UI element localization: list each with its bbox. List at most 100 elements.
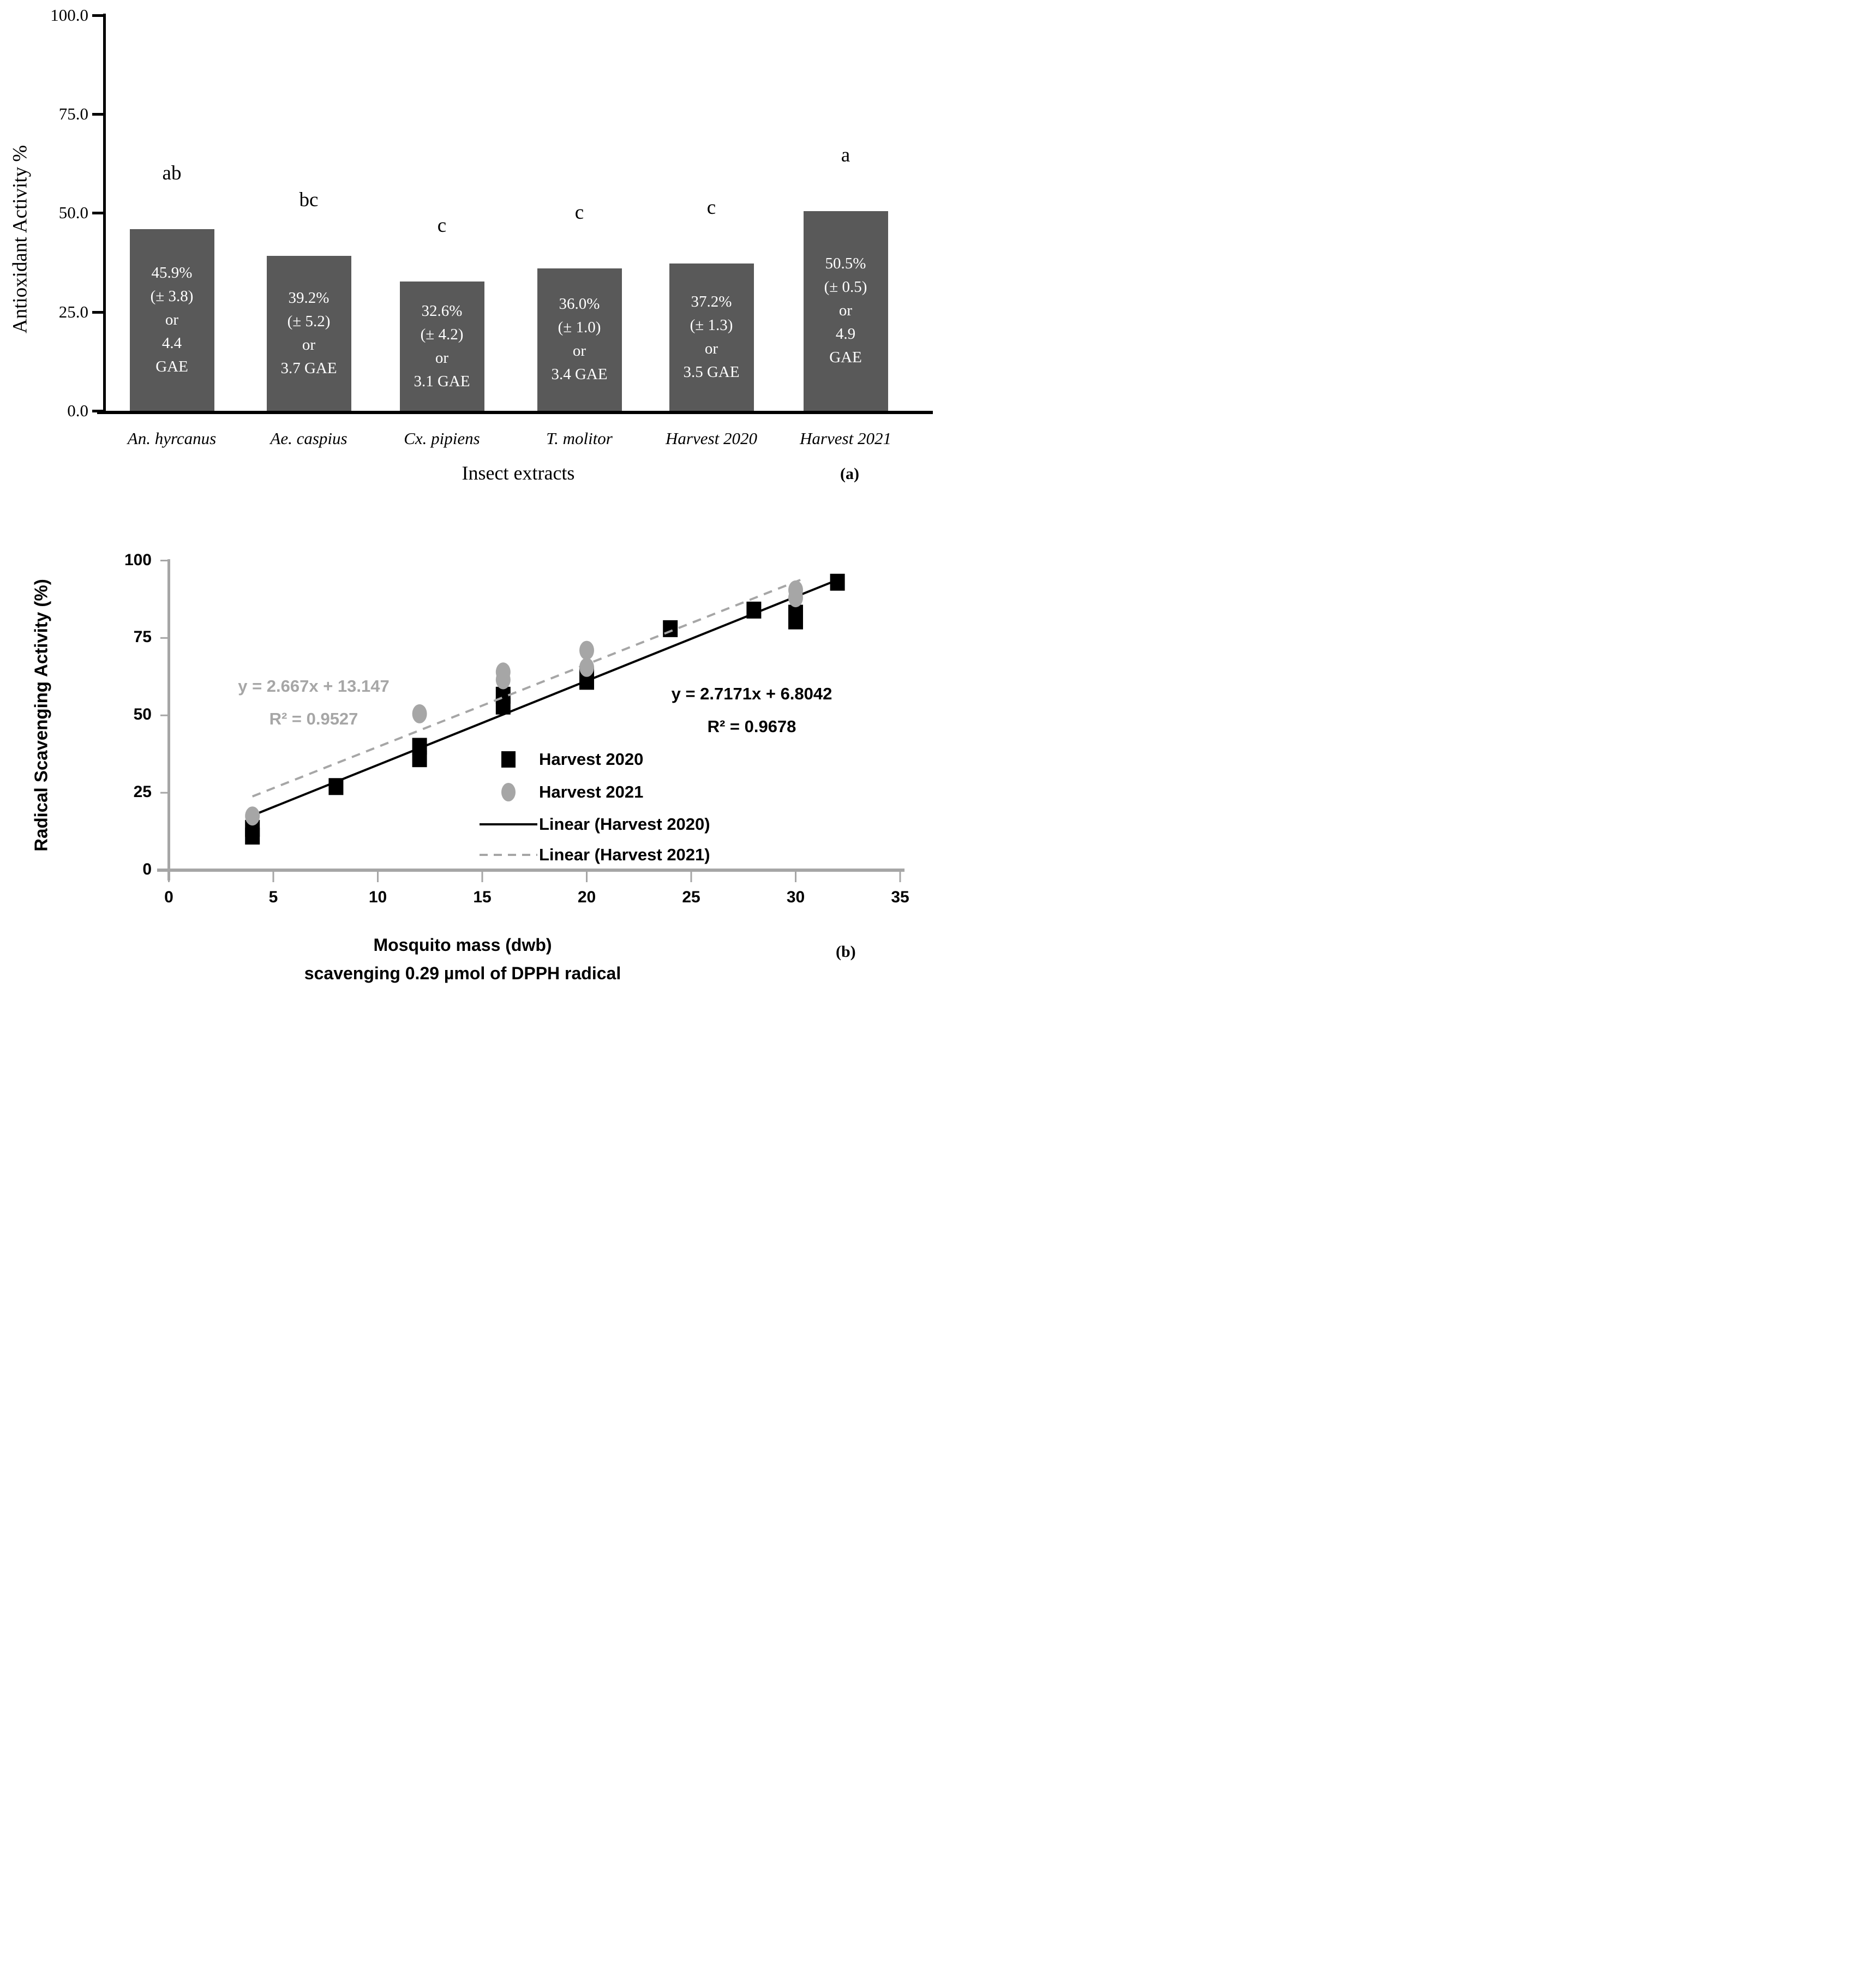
bar-value-label-line: 45.9%	[151, 264, 193, 282]
category-label: Harvest 2020	[666, 429, 757, 448]
legend-label: Harvest 2020	[539, 750, 644, 769]
panel-a-x-axis-line	[97, 411, 933, 414]
significance-letter: bc	[299, 188, 319, 211]
legend-row: Linear (Harvest 2020)	[478, 812, 710, 836]
legend-label: Harvest 2021	[539, 782, 644, 801]
legend-row: Harvest 2020	[478, 747, 643, 771]
scatter-point-circle	[579, 657, 594, 677]
bar: 36.0% (± 1.0) or 3.4 GAE	[537, 268, 622, 411]
category-label: An. hyrcanus	[127, 429, 217, 448]
trendline-equation-harvest-2021: y = 2.667x + 13.147 R² = 0.9527	[177, 670, 450, 735]
bar-value-label-line: GAE	[155, 357, 188, 375]
bar: 37.2% (± 1.3) or 3.5 GAE	[669, 264, 754, 411]
bar-value-label-line: or	[838, 302, 853, 320]
r-squared-line: R² = 0.9527	[269, 709, 358, 728]
significance-letter: a	[841, 143, 850, 166]
bar-value-label-line: 3.7 GAE	[280, 359, 337, 377]
bar-value-label-line: (± 0.5)	[824, 278, 867, 296]
significance-letter: c	[574, 201, 584, 224]
y-tick-label: 50.0	[58, 203, 88, 223]
x-tick-label: 25	[682, 888, 700, 906]
y-tick-label: 0	[142, 860, 152, 878]
legend-marker-cell	[478, 783, 539, 801]
equation-line: y = 2.7171x + 6.8042	[671, 684, 832, 703]
category-label: Ae. caspius	[270, 429, 348, 448]
panel-a-x-axis-title: Insect extracts	[462, 462, 575, 484]
y-tick-label: 25.0	[58, 302, 88, 321]
scatter-point-circle	[245, 806, 260, 826]
bar-value-label-line: (± 1.0)	[558, 319, 601, 337]
scatter-point-square	[663, 620, 678, 637]
trendline-solid-harvest-2020	[251, 576, 844, 817]
y-tick-mark	[92, 410, 104, 412]
x-tick-label: 35	[891, 888, 909, 906]
scatter-point-circle	[412, 704, 427, 723]
legend-row: Linear (Harvest 2021)	[478, 843, 710, 867]
y-tick-label: 25	[133, 783, 152, 801]
trendline-equation-harvest-2020: y = 2.7171x + 6.8042 R² = 0.9678	[610, 678, 894, 743]
legend-marker-circle	[501, 783, 516, 801]
category-label: Cx. pipiens	[404, 429, 480, 448]
legend-label: Linear (Harvest 2020)	[539, 815, 710, 834]
y-tick-mark	[92, 112, 104, 116]
trendline-dashed-harvest-2021	[251, 578, 802, 798]
bar-value-label-line: or	[165, 310, 179, 328]
significance-letter: ab	[162, 161, 182, 184]
bar-value-label-line: GAE	[829, 349, 862, 367]
bar-value-label-line: 3.1 GAE	[414, 372, 470, 390]
bar-value-label-line: (± 5.2)	[287, 312, 331, 330]
x-tick-label: 0	[164, 888, 173, 906]
legend-marker-cell	[478, 823, 539, 825]
legend-label: Linear (Harvest 2021)	[539, 845, 710, 864]
bar-value-label-line: or	[572, 342, 586, 360]
bar-value-label-line: (± 4.2)	[420, 325, 464, 343]
scatter-point-circle	[788, 580, 803, 600]
legend-marker-square	[501, 751, 516, 768]
y-tick-label: 50	[133, 705, 152, 724]
legend-row: Harvest 2021	[478, 780, 643, 804]
legend-marker-cell	[478, 751, 539, 768]
y-tick-label: 0.0	[67, 401, 88, 420]
bar-value-label-line: 4.9	[835, 325, 856, 343]
legend-marker-solid-line	[480, 823, 537, 825]
bar-value-label-line: 4.4	[161, 334, 182, 352]
r-squared-line: R² = 0.9678	[707, 717, 796, 736]
panel-a-y-axis-line	[103, 14, 106, 414]
bar-value-label-line: or	[435, 349, 449, 367]
panel-a-label: (a)	[840, 465, 859, 483]
x-axis-title-line-2: scavenging 0.29 µmol of DPPH radical	[304, 963, 621, 983]
bar-value-label-line: or	[302, 336, 316, 354]
y-tick-mark	[92, 310, 104, 314]
legend-marker-cell	[478, 854, 539, 856]
bar: 39.2% (± 5.2) or 3.7 GAE	[266, 255, 351, 411]
figure: Antioxidant Activity % 0.0 25.0 50.0 75.0 10…	[0, 0, 934, 994]
bar-value-label-line: 37.2%	[691, 293, 732, 311]
significance-letter: c	[437, 214, 447, 237]
y-tick-mark	[92, 212, 104, 215]
bar: 32.6% (± 4.2) or 3.1 GAE	[399, 282, 484, 411]
y-tick-label: 100	[124, 550, 152, 569]
bar-value-label-line: 32.6%	[421, 302, 463, 320]
y-tick-label: 75	[133, 628, 152, 646]
bar-value-label-line: 3.5 GAE	[683, 363, 740, 381]
significance-letter: c	[706, 196, 716, 219]
bar-value-label-line: or	[704, 340, 718, 358]
panel-b-x-axis-title: Mosquito mass (dwb) scavenging 0.29 µmol…	[217, 931, 708, 987]
x-tick-label: 5	[268, 888, 278, 906]
y-tick-mark	[92, 14, 104, 17]
x-tick-label: 10	[368, 888, 387, 906]
scatter-point-circle	[579, 640, 594, 660]
equation-line: y = 2.667x + 13.147	[238, 676, 390, 696]
bar-value-label-line: (± 3.8)	[150, 287, 194, 305]
panel-b-plot-svg	[157, 559, 904, 882]
bar: 50.5% (± 0.5) or 4.9 GAE	[803, 211, 888, 411]
bar: 45.9% (± 3.8) or 4.4 GAE	[129, 229, 214, 411]
scatter-point-circle	[495, 662, 511, 682]
x-tick-label: 20	[577, 888, 596, 906]
bar-value-label-line: 3.4 GAE	[551, 366, 608, 384]
bar-value-label-line: (± 1.3)	[690, 316, 733, 334]
y-tick-label: 100.0	[50, 5, 88, 25]
bar-value-label-line: 39.2%	[288, 289, 330, 307]
panel-b-y-axis-title: Radical Scavenging Activity (%)	[31, 579, 51, 852]
category-label: T. molitor	[546, 429, 613, 448]
